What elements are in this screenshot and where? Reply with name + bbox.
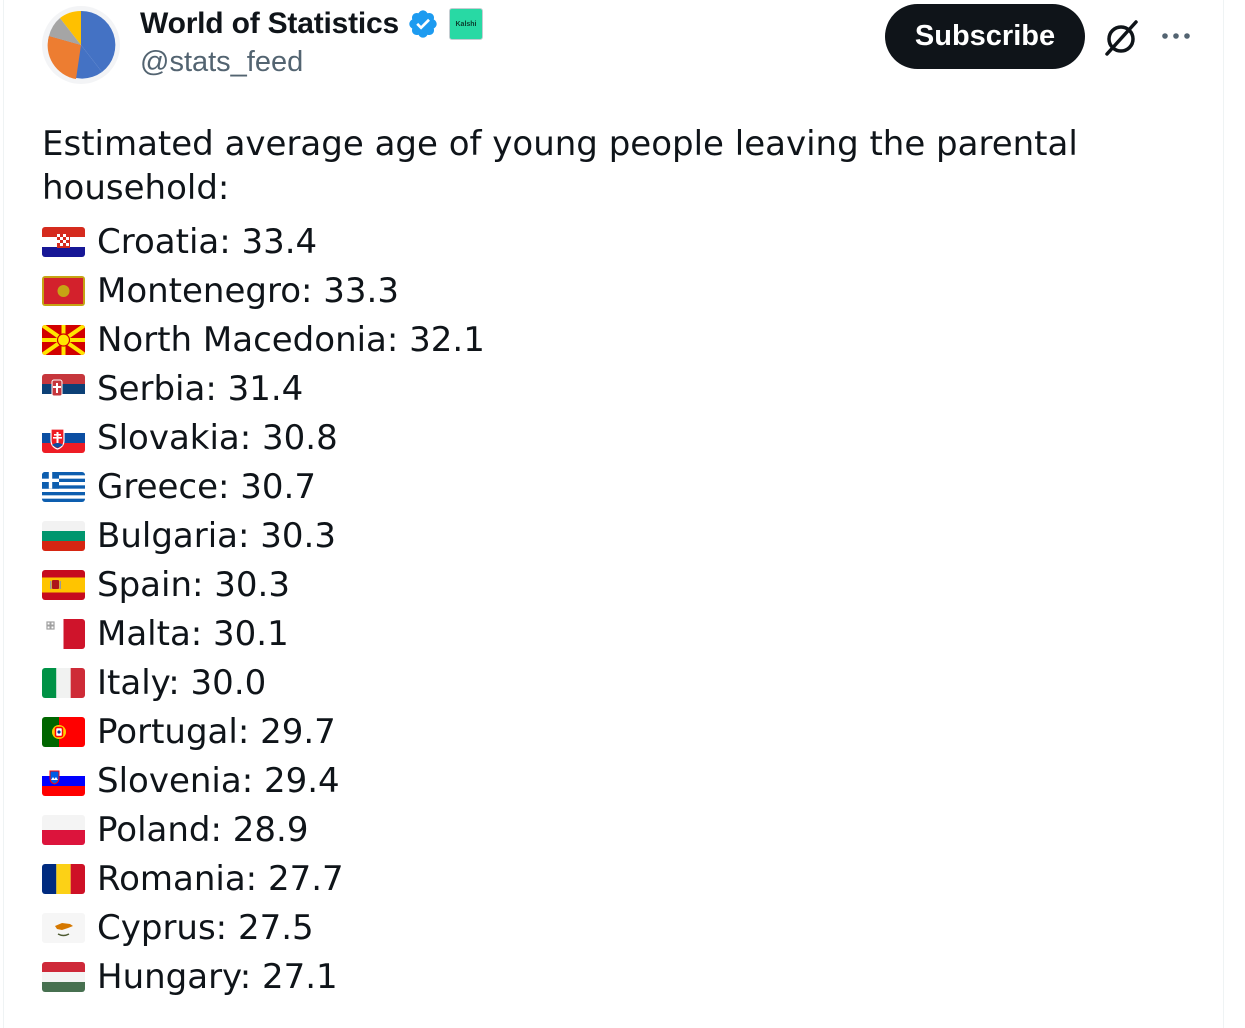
- pie-chart-icon: [47, 10, 116, 79]
- romania-flag-icon: [42, 863, 85, 894]
- list-item-text: Cyprus: 27.5: [97, 907, 314, 948]
- display-name[interactable]: World of Statistics: [140, 7, 400, 40]
- list-item-text: Hungary: 27.1: [97, 956, 338, 997]
- list-item-text: Croatia: 33.4: [97, 221, 318, 262]
- grok-icon[interactable]: [1102, 18, 1142, 58]
- slovakia-flag-icon: [42, 422, 85, 453]
- list-item: Serbia: 31.4: [42, 364, 485, 413]
- list-item-text: Romania: 27.7: [97, 858, 344, 899]
- spain-flag-icon: [42, 569, 85, 600]
- list-item: Portugal: 29.7: [42, 707, 485, 756]
- list-item: Hungary: 27.1: [42, 952, 485, 1001]
- list-item-text: Poland: 28.9: [97, 809, 309, 850]
- list-item-text: Slovakia: 30.8: [97, 417, 338, 458]
- montenegro-flag-icon: [42, 275, 85, 306]
- list-item-text: North Macedonia: 32.1: [97, 319, 485, 360]
- poland-flag-icon: [42, 814, 85, 845]
- bulgaria-flag-icon: [42, 520, 85, 551]
- list-item-text: Slovenia: 29.4: [97, 760, 340, 801]
- serbia-flag-icon: [42, 373, 85, 404]
- list-item: Spain: 30.3: [42, 560, 485, 609]
- list-item: Croatia: 33.4: [42, 217, 485, 266]
- name-row: World of Statistics Kalshi: [140, 4, 484, 44]
- portugal-flag-icon: [42, 716, 85, 747]
- list-item: Italy: 30.0: [42, 658, 485, 707]
- list-item-text: Bulgaria: 30.3: [97, 515, 336, 556]
- more-icon[interactable]: [1158, 20, 1194, 52]
- hungary-flag-icon: [42, 961, 85, 992]
- post-text: Estimated average age of young people le…: [42, 124, 1078, 208]
- slovenia-flag-icon: [42, 765, 85, 796]
- croatia-flag-icon: [42, 226, 85, 257]
- list-item: Malta: 30.1: [42, 609, 485, 658]
- list-item-text: Montenegro: 33.3: [97, 270, 399, 311]
- malta-flag-icon: [42, 618, 85, 649]
- list-item: Romania: 27.7: [42, 854, 485, 903]
- list-item: Cyprus: 27.5: [42, 903, 485, 952]
- cyprus-flag-icon: [42, 912, 85, 943]
- list-item-text: Greece: 30.7: [97, 466, 316, 507]
- country-list: Croatia: 33.4 Montenegro: 33.3 North Mac…: [42, 217, 485, 1001]
- list-item: Bulgaria: 30.3: [42, 511, 485, 560]
- list-item: Montenegro: 33.3: [42, 266, 485, 315]
- list-item-text: Serbia: 31.4: [97, 368, 304, 409]
- list-item: North Macedonia: 32.1: [42, 315, 485, 364]
- subscribe-button[interactable]: Subscribe: [885, 4, 1085, 69]
- avatar[interactable]: [42, 6, 120, 84]
- list-item-text: Spain: 30.3: [97, 564, 290, 605]
- list-item-text: Malta: 30.1: [97, 613, 289, 654]
- list-item: Slovakia: 30.8: [42, 413, 485, 462]
- italy-flag-icon: [42, 667, 85, 698]
- list-item: Slovenia: 29.4: [42, 756, 485, 805]
- list-item-text: Italy: 30.0: [97, 662, 267, 703]
- affiliate-badge[interactable]: Kalshi: [449, 8, 484, 40]
- post-card[interactable]: World of Statistics Kalshi @stats_feed S…: [3, 0, 1224, 1028]
- list-item: Greece: 30.7: [42, 462, 485, 511]
- handle[interactable]: @stats_feed: [140, 46, 304, 78]
- north-macedonia-flag-icon: [42, 324, 85, 355]
- list-item: Poland: 28.9: [42, 805, 485, 854]
- greece-flag-icon: [42, 471, 85, 502]
- list-item-text: Portugal: 29.7: [97, 711, 336, 752]
- verified-badge-icon[interactable]: [407, 8, 439, 40]
